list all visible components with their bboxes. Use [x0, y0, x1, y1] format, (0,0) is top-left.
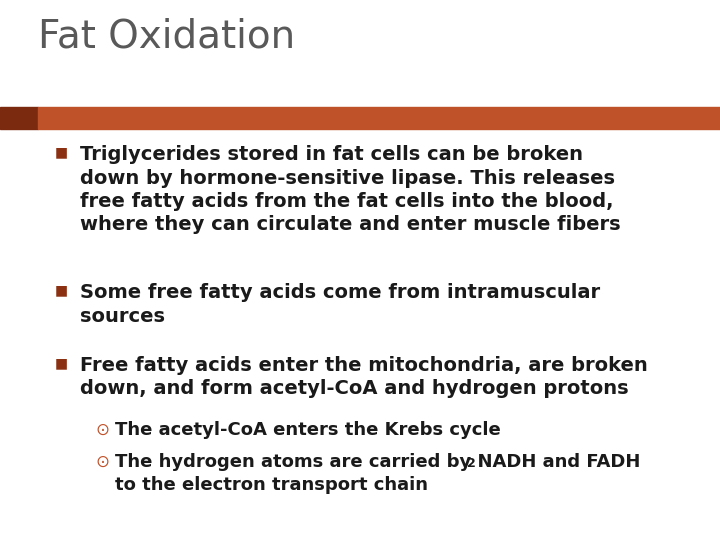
Text: ⊙: ⊙: [95, 421, 109, 439]
Text: The acetyl-CoA enters the Krebs cycle: The acetyl-CoA enters the Krebs cycle: [115, 421, 500, 439]
Text: ■: ■: [55, 145, 68, 159]
Text: The hydrogen atoms are carried by NADH and FADH: The hydrogen atoms are carried by NADH a…: [115, 453, 640, 471]
Text: Some free fatty acids come from intramuscular
sources: Some free fatty acids come from intramus…: [80, 283, 600, 326]
Text: Free fatty acids enter the mitochondria, are broken
down, and form acetyl-CoA an: Free fatty acids enter the mitochondria,…: [80, 356, 648, 399]
Bar: [38, 107, 720, 129]
Text: ■: ■: [55, 356, 68, 370]
Bar: [0, 107, 38, 129]
Text: ⊙: ⊙: [95, 453, 109, 471]
Text: 2: 2: [467, 457, 477, 470]
Text: Triglycerides stored in fat cells can be broken
down by hormone-sensitive lipase: Triglycerides stored in fat cells can be…: [80, 145, 621, 234]
Text: to the electron transport chain: to the electron transport chain: [115, 476, 428, 495]
Text: ■: ■: [55, 283, 68, 297]
Text: Fat Oxidation: Fat Oxidation: [38, 18, 295, 56]
